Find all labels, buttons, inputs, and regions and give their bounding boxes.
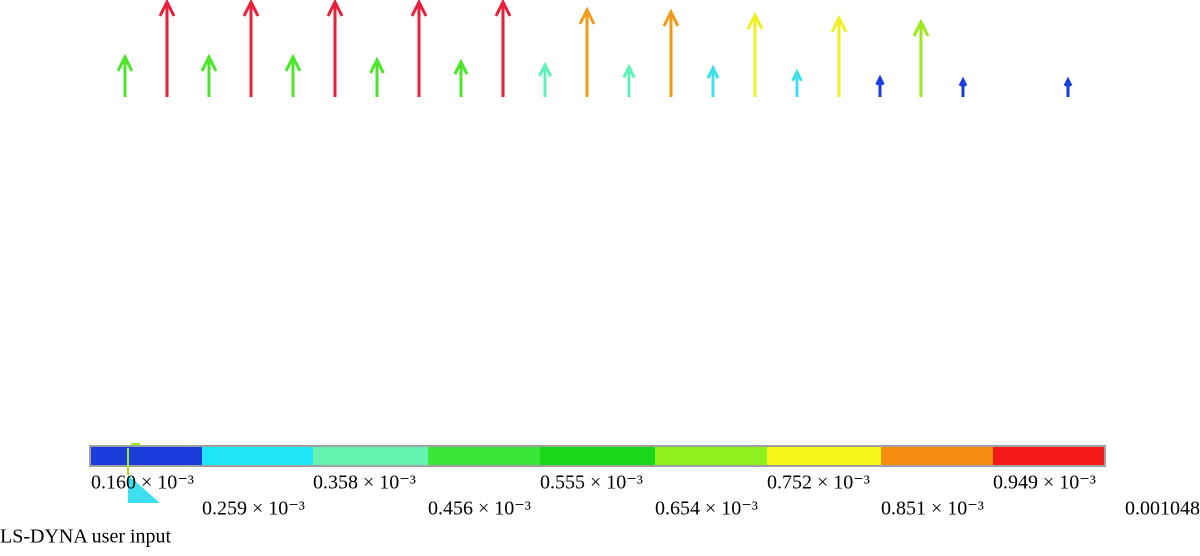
vector-arrow [116, 53, 134, 97]
colorbar-label: 0.358 × 10⁻³ [313, 472, 416, 494]
vector-arrow [410, 0, 428, 97]
vector-arrow [242, 0, 260, 97]
vector-arrow [830, 14, 848, 97]
colorbar-segment [428, 447, 540, 465]
vector-arrow [494, 0, 512, 97]
colorbar-label: 0.851 × 10⁻³ [881, 498, 984, 520]
colorbar-label: 0.259 × 10⁻³ [202, 498, 305, 520]
colorbar-segment [993, 447, 1104, 465]
vector-arrow [369, 56, 385, 97]
colorbar-segment [655, 447, 767, 465]
colorbar [91, 447, 1104, 465]
vector-arrow [746, 11, 764, 97]
colorbar-label: 0.654 × 10⁻³ [655, 498, 758, 520]
colorbar-label: 0.001048 [1125, 498, 1200, 520]
vector-arrow [875, 74, 885, 97]
colorbar-label: 0.456 × 10⁻³ [428, 498, 531, 520]
vector-arrow [578, 6, 596, 97]
vector-arrow [538, 61, 552, 97]
vector-arrow [326, 0, 344, 97]
colorbar-segment [540, 447, 655, 465]
axis-triad [127, 443, 140, 475]
colorbar-segment [313, 447, 428, 465]
vector-arrow [958, 76, 968, 97]
colorbar-label: 0.160 × 10⁻³ [91, 472, 194, 494]
vector-arrow [284, 53, 302, 97]
footer-text: LS-DYNA user input [0, 526, 172, 548]
colorbar-segment [202, 447, 313, 465]
axis-triad-shape [128, 475, 160, 503]
colorbar-label: 0.949 × 10⁻³ [993, 472, 1096, 494]
vector-arrow [706, 64, 720, 97]
vector-arrow [1063, 76, 1073, 97]
vector-arrow [622, 63, 636, 97]
vector-arrow [912, 18, 930, 97]
colorbar-segment [767, 447, 881, 465]
colorbar-label: 0.752 × 10⁻³ [767, 472, 870, 494]
vector-arrow [662, 8, 680, 97]
vector-arrow [158, 0, 176, 97]
colorbar-segment [881, 447, 993, 465]
vector-arrow [200, 53, 218, 97]
vector-arrow [791, 68, 803, 97]
colorbar-label: 0.555 × 10⁻³ [540, 472, 643, 494]
vector-arrow [453, 58, 469, 97]
colorbar-segment [91, 447, 202, 465]
vector-field [116, 0, 1073, 97]
